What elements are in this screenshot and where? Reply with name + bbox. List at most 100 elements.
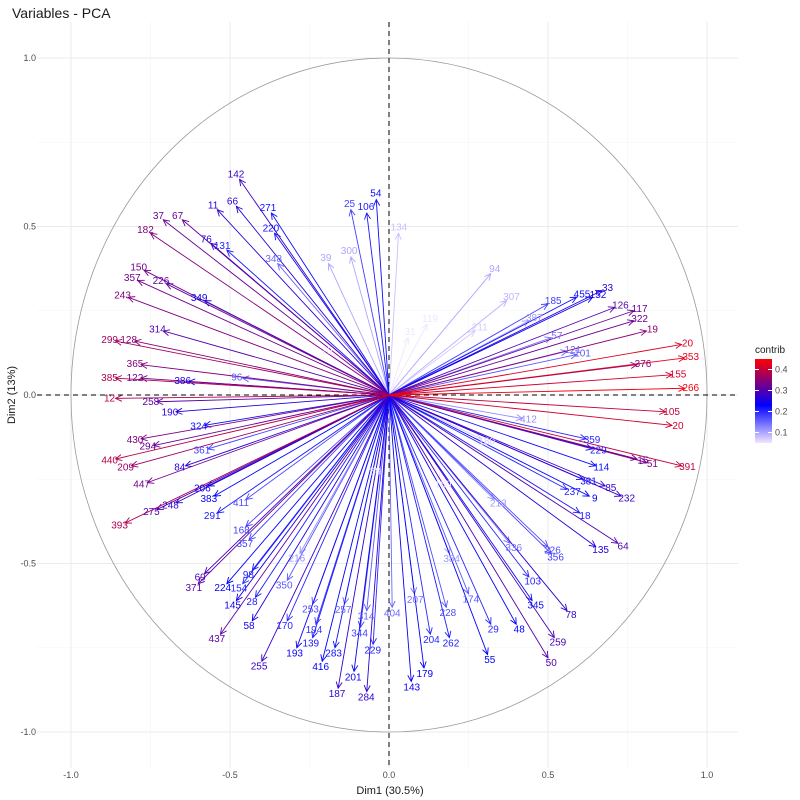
variable-arrow	[366, 394, 390, 611]
variable-label: 266	[682, 383, 699, 394]
variable-label: 31	[405, 327, 417, 338]
arrow-head	[588, 540, 597, 548]
variable-arrow	[388, 394, 568, 611]
arrow-head	[139, 375, 148, 383]
variable-label: 209	[117, 462, 134, 473]
arrow-head	[139, 434, 148, 442]
arrow-head	[270, 212, 278, 221]
variable-label: 66	[227, 197, 239, 208]
variable-label: 300	[341, 246, 358, 257]
arrow-head	[124, 517, 133, 524]
variable-label: 96	[231, 373, 243, 384]
arrow-head	[162, 329, 171, 336]
variable-arrow	[388, 330, 476, 396]
y-tick-label: 1.0	[23, 53, 36, 63]
variable-label: 29	[488, 625, 500, 636]
legend-title: contrib	[755, 345, 785, 356]
variable-arrow	[388, 290, 603, 396]
arrow-head	[630, 361, 639, 369]
variable-label: 220	[263, 223, 280, 234]
arrow-head	[216, 506, 225, 514]
y-tick-label: -1.0	[20, 727, 36, 737]
x-tick-label: 0.0	[383, 770, 396, 780]
arrow-head	[394, 232, 402, 240]
arrow-head	[203, 566, 212, 575]
variable-arrow	[388, 394, 549, 659]
variable-label: 103	[524, 577, 541, 588]
variable-label: 170	[276, 621, 293, 632]
variable-arrow	[388, 303, 549, 396]
variable-arrow	[388, 337, 409, 396]
variable-label: 314	[149, 324, 166, 335]
variable-label: 185	[545, 296, 562, 307]
variable-label: 255	[251, 662, 268, 673]
arrow-head	[130, 460, 139, 468]
variable-label: 20	[672, 421, 684, 432]
variable-label: 350	[276, 581, 293, 592]
variable-label: 76	[201, 235, 213, 246]
arrow-head	[286, 613, 293, 622]
variable-arrow	[388, 394, 647, 463]
variable-label: 322	[631, 314, 648, 325]
variable-label: 226	[153, 276, 170, 287]
arrow-head	[425, 627, 433, 636]
variable-label: 262	[443, 638, 460, 649]
variable-label: 131	[214, 241, 231, 252]
variable-arrow	[156, 394, 390, 403]
variable-arrow	[388, 394, 431, 635]
arrow-head	[441, 600, 448, 609]
arrow-head	[639, 329, 648, 336]
variable-label: 371	[185, 583, 202, 594]
arrow-head	[206, 443, 215, 451]
variable-label: 139	[302, 638, 319, 649]
variable-arrow	[388, 306, 615, 396]
variable-label: 180	[478, 436, 495, 447]
variable-arrow	[388, 394, 596, 548]
y-axis-ticks: -1.0 -0.5 0.0 0.5 1.0	[20, 53, 36, 737]
variable-label: 336	[505, 543, 522, 554]
arrow-head	[114, 454, 123, 461]
variable-arrow	[137, 280, 390, 396]
arrow-head	[626, 309, 635, 316]
variable-label: 155	[670, 369, 687, 380]
arrow-head	[330, 353, 339, 361]
variable-arrow	[388, 394, 523, 420]
variable-arrow	[388, 374, 673, 396]
variable-arrow	[235, 394, 390, 601]
variable-arrow	[353, 394, 390, 672]
x-tick-label: -1.0	[63, 770, 79, 780]
variable-label: 271	[260, 203, 277, 214]
variable-arrow	[321, 394, 390, 662]
variable-arrow	[388, 394, 606, 487]
variable-arrow	[375, 199, 390, 396]
variable-label: 361	[194, 446, 211, 457]
arrow-head	[136, 279, 145, 287]
arrow-head	[510, 617, 517, 626]
variable-label: 145	[224, 600, 241, 611]
variable-label: 187	[329, 689, 346, 700]
arrow-head	[674, 342, 683, 349]
arrow-head	[487, 492, 495, 501]
variable-label: 357	[124, 273, 141, 284]
arrow-head	[522, 570, 530, 578]
arrow-head	[238, 178, 246, 187]
variable-label: 381	[580, 477, 597, 488]
arrow-head	[678, 384, 686, 392]
variable-label: 55	[484, 655, 496, 666]
variable-label: 119	[422, 314, 438, 325]
variable-label: 376	[635, 359, 652, 370]
arrow-head	[143, 269, 152, 277]
variable-label: 54	[370, 189, 382, 200]
arrow-head	[484, 272, 492, 281]
variable-arrow	[204, 394, 390, 574]
arrow-head	[595, 290, 603, 297]
variable-arrow	[239, 179, 390, 396]
arrow-head	[251, 613, 259, 622]
legend-tick-label: 0.1	[775, 428, 788, 438]
arrow-head	[286, 573, 294, 582]
arrow-head	[521, 320, 530, 327]
arrow-head	[665, 421, 674, 429]
arrow-head	[320, 654, 328, 663]
variable-label: 229	[590, 445, 607, 456]
variable-label: 386	[174, 376, 191, 387]
